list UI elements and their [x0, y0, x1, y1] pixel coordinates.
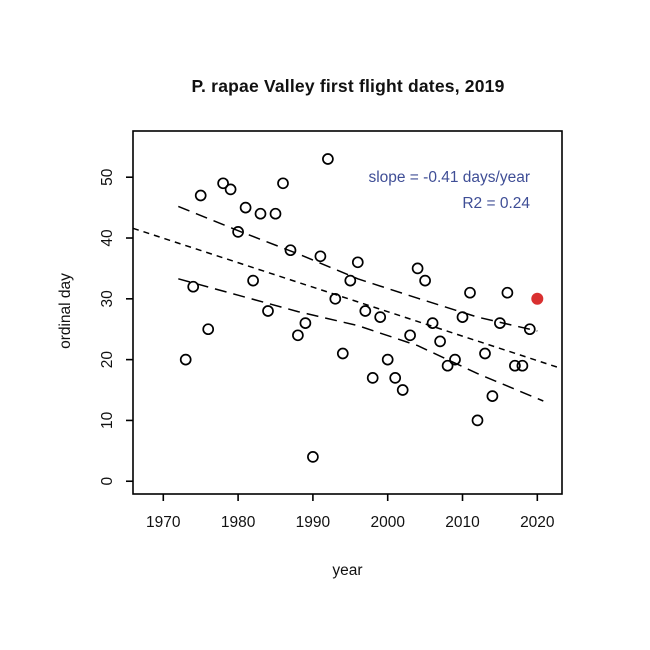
data-point	[299, 317, 312, 329]
y-tick-label: 0	[99, 477, 116, 486]
data-point	[269, 207, 282, 220]
data-point	[262, 305, 274, 317]
slope-annotation-text: slope = -0.41 days/year	[368, 169, 530, 186]
data-point	[194, 189, 207, 202]
x-tick-label: 1970	[146, 514, 181, 531]
data-point	[449, 353, 461, 366]
data-point	[217, 177, 229, 190]
data-point	[419, 274, 431, 287]
data-point	[389, 372, 402, 384]
confidence-band-lower	[178, 278, 544, 402]
data-point	[434, 335, 446, 348]
data-point	[232, 226, 244, 238]
data-point	[277, 177, 289, 190]
regression-fit-line	[132, 227, 563, 370]
data-point	[344, 274, 357, 287]
y-tick-label: 20	[99, 351, 116, 369]
data-point	[247, 274, 259, 287]
x-tick-label: 1980	[221, 514, 256, 531]
x-tick-label: 2000	[370, 514, 405, 531]
data-point	[486, 390, 499, 402]
data-point	[179, 353, 192, 366]
data-point	[202, 323, 215, 336]
data-point	[501, 286, 514, 299]
data-point	[464, 286, 476, 299]
data-point	[426, 317, 439, 329]
y-tick-label: 40	[99, 229, 116, 247]
x-tick-label: 1990	[296, 514, 331, 531]
data-point	[374, 311, 387, 323]
x-tick-label: 2020	[520, 514, 555, 531]
data-point	[322, 153, 334, 165]
data-point	[441, 359, 454, 372]
data-point	[523, 323, 536, 336]
data-point	[329, 292, 342, 305]
data-point	[516, 359, 529, 372]
data-point	[396, 384, 409, 396]
data-point	[224, 183, 237, 196]
confidence-band-upper	[178, 205, 538, 332]
data-point	[307, 451, 319, 463]
data-point	[456, 311, 469, 323]
data-point	[404, 329, 416, 342]
data-point	[494, 317, 506, 329]
regression-annotation: slope = -0.41 days/year R2 = 0.24	[368, 165, 530, 217]
data-point	[381, 353, 394, 366]
data-point	[509, 359, 521, 372]
x-tick-label: 2010	[445, 514, 480, 531]
x-axis-label: year	[332, 562, 363, 579]
data-point	[254, 207, 267, 220]
data-point	[411, 262, 424, 275]
data-point	[366, 372, 379, 384]
data-point	[292, 329, 304, 342]
y-tick-label: 30	[99, 290, 116, 308]
y-axis-label: ordinal day	[57, 273, 74, 349]
r2-annotation-text: R2 = 0.24	[462, 195, 530, 212]
chart-title: P. rapae Valley first flight dates, 2019	[191, 76, 505, 96]
plot-box	[132, 130, 563, 495]
y-tick-label: 10	[99, 411, 116, 429]
data-point	[359, 305, 372, 317]
data-point	[471, 414, 484, 427]
data-point	[336, 347, 349, 360]
data-point	[239, 201, 252, 214]
y-tick-label: 50	[99, 168, 116, 186]
data-point	[314, 250, 327, 263]
data-point	[284, 244, 297, 257]
data-point	[187, 280, 200, 293]
highlight-point	[531, 292, 544, 305]
data-point	[351, 256, 364, 269]
data-point	[479, 347, 491, 360]
